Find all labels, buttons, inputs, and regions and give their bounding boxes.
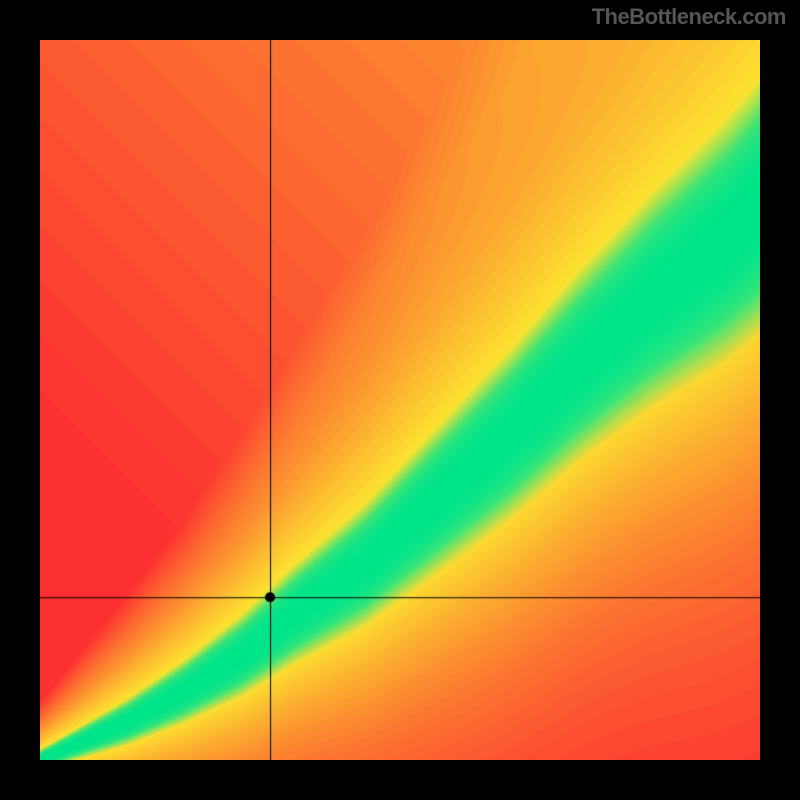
- bottleneck-heatmap: [40, 40, 760, 760]
- heatmap-canvas: [40, 40, 760, 760]
- attribution-text: TheBottleneck.com: [592, 4, 786, 30]
